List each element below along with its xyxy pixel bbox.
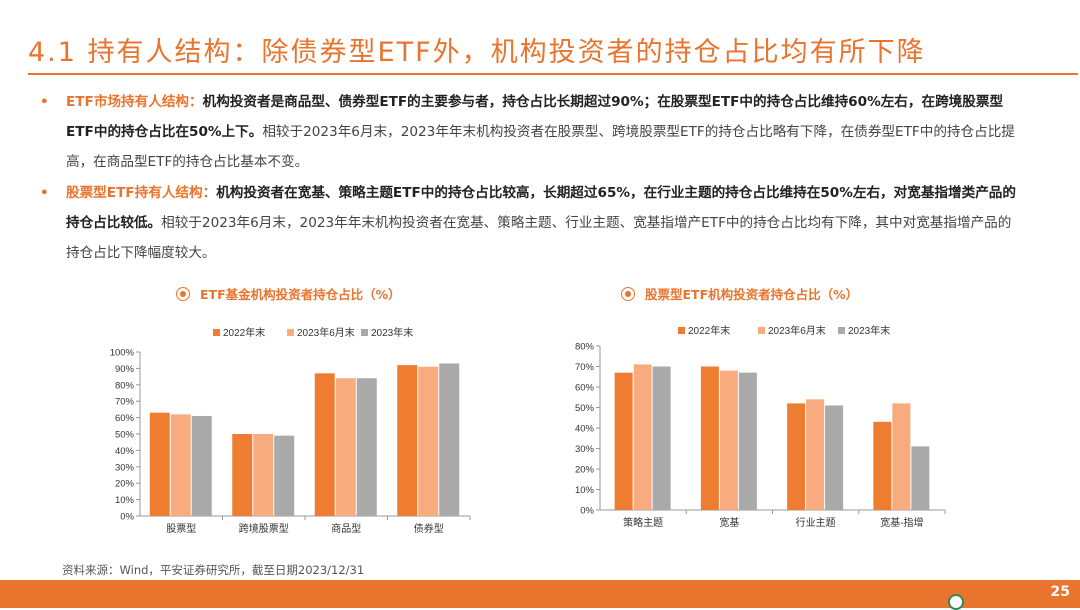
y-tick-label: 20% [115,479,135,490]
chart-1-title: ETF基金机构投资者持仓占比（%） [176,284,401,303]
y-tick-label: 100% [110,348,135,359]
bar [825,405,844,510]
y-tick-label: 20% [575,465,595,476]
x-tick-label: 宽基-指增 [880,516,923,529]
y-tick-label: 0% [580,506,594,517]
bullet-dot: • [40,185,49,201]
legend-swatch [287,329,294,336]
legend-swatch [678,327,685,334]
chart-2-title-text: 股票型ETF机构投资者持仓占比（%） [645,287,859,302]
legend-swatch [838,327,845,334]
chart-2-title: 股票型ETF机构投资者持仓占比（%） [621,284,858,303]
x-tick-label: 商品型 [331,522,361,535]
legend-label: 2023年末 [848,324,890,337]
target-icon [621,287,635,301]
page-number: 25 [1050,584,1070,600]
bar [397,365,418,516]
bar [170,414,191,516]
stock-etf-institution-holding-chart: 2022年末 2023年6月末 2023年末 0% 10% 20% 30% 40% 50% 60%… [575,324,946,529]
bar [652,366,671,510]
bullet-key-text: 机构投资者是商品型、债券型ETF的主要参与者，持仓占比长期超过90%；在股票型E… [66,94,1004,140]
y-tick-label: 90% [115,364,135,375]
legend-label: 2022年末 [223,326,265,339]
y-tick-label: 50% [115,430,135,441]
bar [314,373,335,516]
bar [633,364,652,510]
bullet-lead: 股票型ETF持有人结构： [66,185,217,201]
legend-label: 2023年末 [371,326,413,339]
page-title: 4.1 持有人结构：除债券型ETF外，机构投资者的持仓占比均有所下降 [28,37,926,68]
x-tick-label: 股票型 [166,522,196,535]
x-tick-label: 策略主题 [623,516,663,529]
bar [335,378,356,516]
bar [873,421,892,510]
y-tick-label: 0% [120,512,134,523]
y-tick-label: 50% [575,403,595,414]
target-icon [176,287,190,301]
legend-swatch [758,327,765,334]
x-tick-label: 行业主题 [796,516,836,529]
y-tick-label: 40% [115,446,135,457]
bar [356,378,377,516]
bar [911,446,930,510]
x-tick-label: 宽基 [719,516,739,529]
y-tick-label: 70% [575,362,595,373]
x-tick-label: 跨境股票型 [239,522,289,535]
bar [892,403,911,510]
bar [719,370,738,510]
legend-label: 2023年6月末 [768,324,826,337]
bar [806,399,825,510]
bar [191,415,212,516]
bullet-rest-text: 相较于2023年6月末，2023年年末机构投资者在股票型、跨境股票型ETF的持仓… [66,124,1015,170]
footer-bar: 25 [0,580,1080,608]
bar [418,366,439,516]
y-tick-label: 30% [115,462,135,473]
y-tick-label: 60% [115,413,135,424]
x-tick-label: 债券型 [414,522,444,535]
bullet-etf-market: • ETF市场持有人结构：机构投资者是商品型、债券型ETF的主要参与者，持仓占比… [40,87,1020,177]
bar [149,412,170,516]
y-tick-label: 10% [115,495,135,506]
bar [738,372,757,510]
legend-label: 2023年6月末 [297,326,355,339]
bar [439,363,460,516]
y-tick-label: 80% [575,342,595,353]
legend-swatch [361,329,368,336]
bar [274,435,295,516]
bar [253,434,274,516]
bar [614,372,633,510]
legend-label: 2022年末 [688,324,730,337]
bullet-key-text: 机构投资者在宽基、策略主题ETF中的持仓占比较高，长期超过65%，在行业主题的持… [66,185,1016,231]
chart-1-title-text: ETF基金机构投资者持仓占比（%） [200,287,401,302]
title-divider [28,73,1078,75]
bar [232,434,253,516]
bullet-stock-etf: • 股票型ETF持有人结构：机构投资者在宽基、策略主题ETF中的持仓占比较高，长… [40,178,1020,268]
bullet-lead: ETF市场持有人结构： [66,94,203,110]
y-tick-label: 80% [115,380,135,391]
y-tick-label: 30% [575,444,595,455]
etf-institution-holding-chart: 2022年末 2023年6月末 2023年末 0% 10% 20% 30% 40% 50% 60%… [110,326,471,535]
y-tick-label: 40% [575,424,595,435]
y-tick-label: 70% [115,397,135,408]
y-tick-label: 10% [575,485,595,496]
bar [787,403,806,510]
legend-swatch [213,329,220,336]
y-tick-label: 60% [575,383,595,394]
bullet-rest-text: 相较于2023年6月末，2023年年末机构投资者在宽基、策略主题、行业主题、宽基… [66,215,1012,261]
bar [700,366,719,510]
bullet-dot: • [40,94,49,110]
source-note: 资料来源：Wind，平安证券研究所，截至日期2023/12/31 [62,563,365,577]
